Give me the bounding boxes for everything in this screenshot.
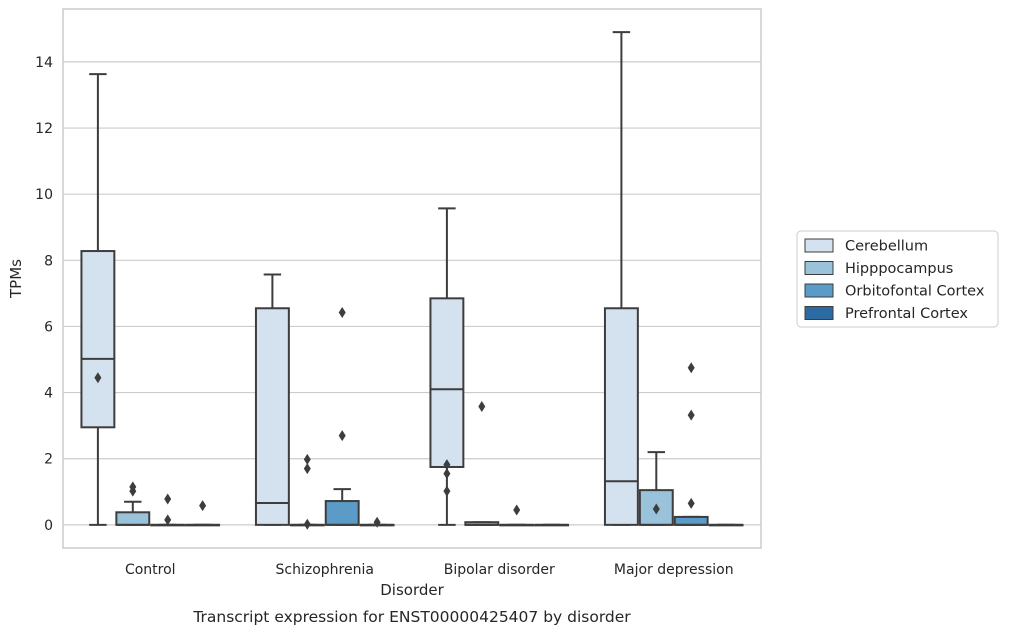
x-axis-label: Disorder xyxy=(380,581,444,599)
box-prefrontal-cortex xyxy=(708,523,744,527)
legend-swatch xyxy=(804,306,834,320)
y-axis-label: TPMs xyxy=(7,259,25,299)
legend-label: Orbitofontal Cortex xyxy=(845,284,985,300)
y-tick-label: 0 xyxy=(44,518,53,534)
x-tick-label: Control xyxy=(125,562,176,578)
outlier-marker xyxy=(303,463,311,475)
box-prefrontal-cortex xyxy=(185,500,221,527)
box-cerebellum xyxy=(254,273,290,526)
box-prefrontal-cortex xyxy=(359,516,395,528)
outlier-marker xyxy=(652,503,660,515)
box-orbitofontal-cortex xyxy=(499,504,535,527)
outlier-marker xyxy=(164,493,172,505)
y-tick-label: 10 xyxy=(35,187,53,203)
x-tick-label: Schizophrenia xyxy=(276,562,374,578)
outlier-marker xyxy=(443,468,451,480)
box-orbitofontal-cortex xyxy=(150,493,186,527)
box-hipppocampus xyxy=(464,400,500,526)
y-tick-label: 2 xyxy=(44,452,53,468)
outlier-marker xyxy=(338,307,346,319)
y-tick-label: 8 xyxy=(44,253,53,269)
y-tick-label: 12 xyxy=(35,121,53,137)
box-hipppocampus xyxy=(289,453,325,530)
outlier-marker xyxy=(373,516,381,528)
plot-area-frame xyxy=(62,8,762,549)
outlier-marker xyxy=(443,459,451,471)
outlier-marker xyxy=(687,362,695,374)
outlier-marker xyxy=(687,409,695,421)
outlier-marker xyxy=(94,372,102,384)
x-tick-label: Bipolar disorder xyxy=(444,562,555,578)
outlier-marker xyxy=(443,485,451,497)
legend-label: Prefrontal Cortex xyxy=(845,306,968,322)
box-hipppocampus xyxy=(115,481,151,526)
x-tick-label: Major depression xyxy=(614,562,734,578)
box-iqr xyxy=(429,297,465,468)
legend-frame xyxy=(796,230,999,328)
outlier-marker xyxy=(129,481,137,493)
outlier-marker xyxy=(164,514,172,526)
legend-swatch xyxy=(804,238,834,253)
legend: Cerebellum Hipppocampus Orbitofontal Corte… xyxy=(796,230,999,328)
box-iqr xyxy=(324,500,360,526)
legend-label: Hipppocampus xyxy=(845,261,953,277)
outlier-marker xyxy=(303,453,311,465)
box-iqr xyxy=(254,307,290,526)
box-plot-groups xyxy=(80,31,744,530)
gridlines xyxy=(63,61,761,526)
outlier-marker xyxy=(199,500,207,512)
y-tick-label: 6 xyxy=(44,319,53,335)
box-cerebellum xyxy=(429,207,465,526)
x-tick-labels: Control Schizophrenia Bipolar disorder Majo… xyxy=(125,562,734,578)
box-orbitofontal-cortex xyxy=(324,307,360,526)
box-iqr xyxy=(115,511,151,526)
box-orbitofontal-cortex xyxy=(673,362,709,526)
legend-label: Cerebellum xyxy=(845,239,928,255)
y-tick-labels: 0 2 4 6 8 10 12 14 xyxy=(35,55,53,534)
outlier-marker xyxy=(687,497,695,509)
box-cerebellum xyxy=(603,31,639,526)
outlier-marker xyxy=(303,518,311,530)
outlier-marker xyxy=(513,504,521,516)
box-hipppocampus xyxy=(638,451,674,526)
outlier-marker xyxy=(338,430,346,442)
box-cerebellum xyxy=(80,73,116,526)
box-iqr xyxy=(603,307,639,526)
figure-caption: Transcript expression for ENST0000042540… xyxy=(192,608,631,626)
y-tick-label: 14 xyxy=(35,55,53,71)
legend-swatch xyxy=(804,261,834,275)
legend-swatch xyxy=(804,283,834,298)
box-prefrontal-cortex xyxy=(534,523,570,527)
y-tick-label: 4 xyxy=(44,386,53,402)
box-iqr xyxy=(80,250,116,429)
outlier-marker xyxy=(478,400,486,412)
box-iqr xyxy=(673,515,709,526)
